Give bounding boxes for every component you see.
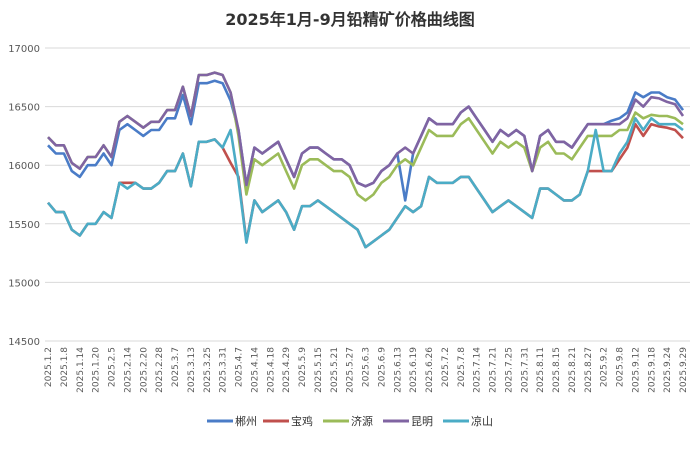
y-tick-label: 16500 — [8, 103, 40, 114]
x-tick-label: 2025.8.11 — [536, 347, 546, 393]
legend-item: 昆明 — [383, 415, 433, 428]
series-line-凉山 — [47, 117, 684, 249]
x-tick-label: 2025.3.13 — [187, 347, 197, 393]
x-tick-label: 2025.9.18 — [647, 347, 657, 393]
x-tick-label: 2025.9.12 — [631, 347, 641, 393]
legend-label: 凉山 — [471, 414, 493, 428]
legend: 郴州 宝鸡 济源 昆明 凉山 — [207, 414, 493, 428]
x-tick-label: 2025.7.2 — [441, 347, 451, 387]
y-tick-label: 15500 — [8, 220, 40, 231]
grid — [45, 47, 690, 342]
x-tick-label: 2025.8.21 — [568, 347, 578, 393]
x-tick-label: 2025.7.31 — [520, 347, 530, 393]
x-tick-label: 2025.6.19 — [409, 347, 419, 393]
x-tick-label: 2025.1.8 — [60, 347, 70, 387]
legend-label: 昆明 — [411, 415, 433, 428]
y-tick-label: 17000 — [8, 44, 40, 55]
x-tick-label: 2025.7.21 — [489, 347, 499, 393]
x-tick-label: 2025.9.2 — [600, 347, 610, 387]
x-tick-label: 2025.5.27 — [346, 347, 356, 393]
x-tick-label: 2025.7.25 — [504, 347, 514, 393]
y-tick-label: 15000 — [8, 278, 40, 289]
chart-title: 2025年1月-9月铅精矿价格曲线图 — [225, 10, 474, 29]
x-tick-label: 2025.9.8 — [616, 347, 626, 387]
y-tick-label: 14500 — [8, 337, 40, 348]
x-tick-label: 2025.2.28 — [155, 347, 165, 393]
x-tick-label: 2025.7.14 — [473, 347, 483, 393]
series-lines — [47, 71, 685, 249]
x-tick-label: 2025.3.31 — [219, 347, 229, 393]
x-tick-label: 2025.1.2 — [44, 347, 54, 387]
x-tick-label: 2025.2.20 — [139, 347, 149, 393]
x-tick-label: 2025.5.21 — [330, 347, 340, 393]
legend-label: 宝鸡 — [291, 414, 313, 428]
legend-item: 宝鸡 — [263, 414, 313, 428]
x-tick-label: 2025.2.14 — [123, 347, 133, 393]
series-line-昆明 — [47, 71, 685, 188]
series-line-郴州 — [47, 79, 685, 202]
x-tick-label: 2025.5.15 — [314, 347, 324, 393]
legend-item: 凉山 — [443, 414, 493, 428]
x-tick-label: 2025.3.25 — [203, 347, 213, 393]
x-tick-label: 2025.4.7 — [235, 347, 245, 387]
y-tick-label: 16000 — [8, 161, 40, 172]
x-tick-label: 2025.1.14 — [76, 347, 86, 393]
x-tick-label: 2025.4.18 — [266, 347, 276, 393]
x-tick-label: 2025.6.13 — [393, 347, 403, 393]
x-tick-label: 2025.9.29 — [679, 347, 689, 393]
x-tick-label: 2025.7.8 — [457, 347, 467, 387]
x-tick-label: 2025.8.27 — [584, 347, 594, 393]
x-tick-label: 2025.4.14 — [250, 347, 260, 393]
x-tick-label: 2025.3.7 — [171, 347, 181, 387]
x-tick-label: 2025.6.3 — [362, 347, 372, 387]
x-tick-label: 2025.2.5 — [108, 347, 118, 387]
x-tick-label: 2025.5.9 — [298, 347, 308, 387]
x-axis: 2025.1.2 2025.1.8 2025.1.14 2025.1.20 2025.2… — [44, 347, 689, 393]
legend-item: 郴州 — [207, 414, 257, 428]
x-tick-label: 2025.6.26 — [425, 347, 435, 393]
legend-item: 济源 — [323, 414, 373, 428]
x-tick-label: 2025.1.20 — [92, 347, 102, 393]
x-tick-label: 2025.8.15 — [552, 347, 562, 393]
y-axis: 14500 15000 15500 16000 16500 17000 — [8, 44, 40, 348]
x-tick-label: 2025.6.9 — [377, 347, 387, 387]
x-tick-label: 2025.9.24 — [663, 347, 673, 393]
legend-label: 郴州 — [235, 414, 257, 428]
x-tick-label: 2025.4.29 — [282, 347, 292, 393]
legend-label: 济源 — [351, 414, 373, 428]
